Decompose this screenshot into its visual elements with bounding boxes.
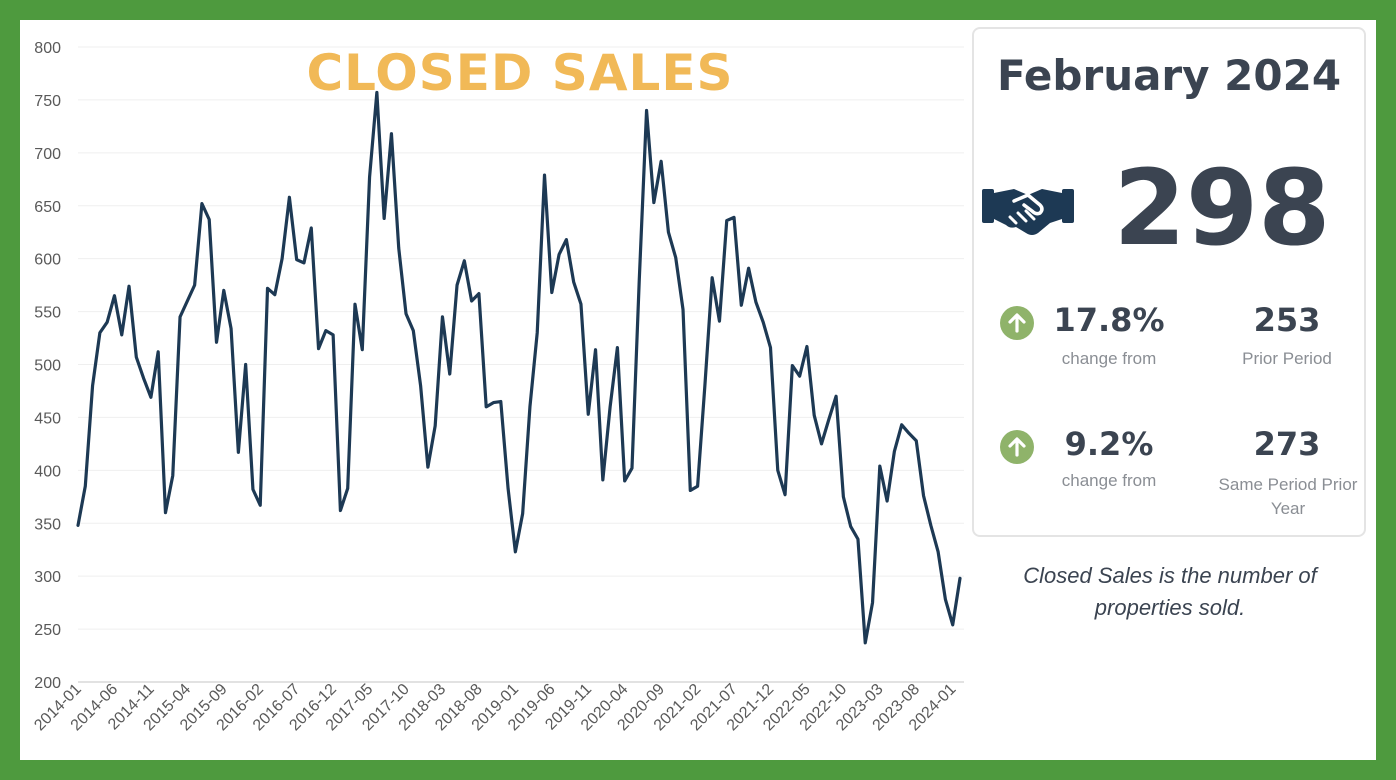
y-tick-label: 250 [34,622,61,639]
closed-sales-line-chart: 200250300350400450500550600650700750800 … [31,40,964,735]
metric-description: Closed Sales is the number of properties… [1023,563,1317,620]
change-percent-prior-year: 9.2% [1064,425,1154,463]
arrow-up-icon [1000,430,1034,464]
handshake-icon [982,189,1074,235]
summary-card: February 2024 298 17.8% change from 253 … [972,27,1366,537]
y-tick-label: 700 [34,146,61,163]
change-percent-prior-period: 17.8% [1053,301,1165,339]
period-title: February 2024 [996,51,1342,100]
closed-sales-value: 298 [1113,147,1331,269]
y-tick-label: 450 [34,410,61,427]
y-tick-label: 500 [34,358,61,375]
chart-title: CLOSED SALES [306,44,734,102]
dashboard-frame: 200 250 300 350 400 450 500 550 600 650 700 750 800 … [20,20,1376,760]
y-tick-label: 800 [34,40,61,57]
y-tick-label: 650 [34,199,61,216]
chart-grid [78,46,964,630]
y-tick-label: 350 [34,516,61,533]
change-label-prior-year: change from [1061,471,1157,490]
closed-sales-series-line [76,90,962,645]
y-tick-label: 550 [34,305,61,322]
prior-period-value: 253 [1253,301,1321,339]
y-tick-label: 300 [34,569,61,586]
same-period-prior-year-label: Same Period Prior Year [1218,475,1358,518]
y-tick-label: 200 [34,675,61,692]
x-axis-ticks: 2014-012014-062014-112015-042015-092016-… [31,681,959,735]
change-label-prior-period: change from [1061,349,1157,368]
y-tick-label: 750 [34,93,61,110]
arrow-up-icon [1000,306,1034,340]
prior-period-label: Prior Period [1242,349,1332,368]
y-tick-label: 600 [34,252,61,269]
same-period-prior-year-value: 273 [1253,425,1321,463]
y-tick-label: 400 [34,463,61,480]
y-axis-ticks: 200 250 300 350 400 450 500 550 600 650 700 750 800 [34,40,61,692]
